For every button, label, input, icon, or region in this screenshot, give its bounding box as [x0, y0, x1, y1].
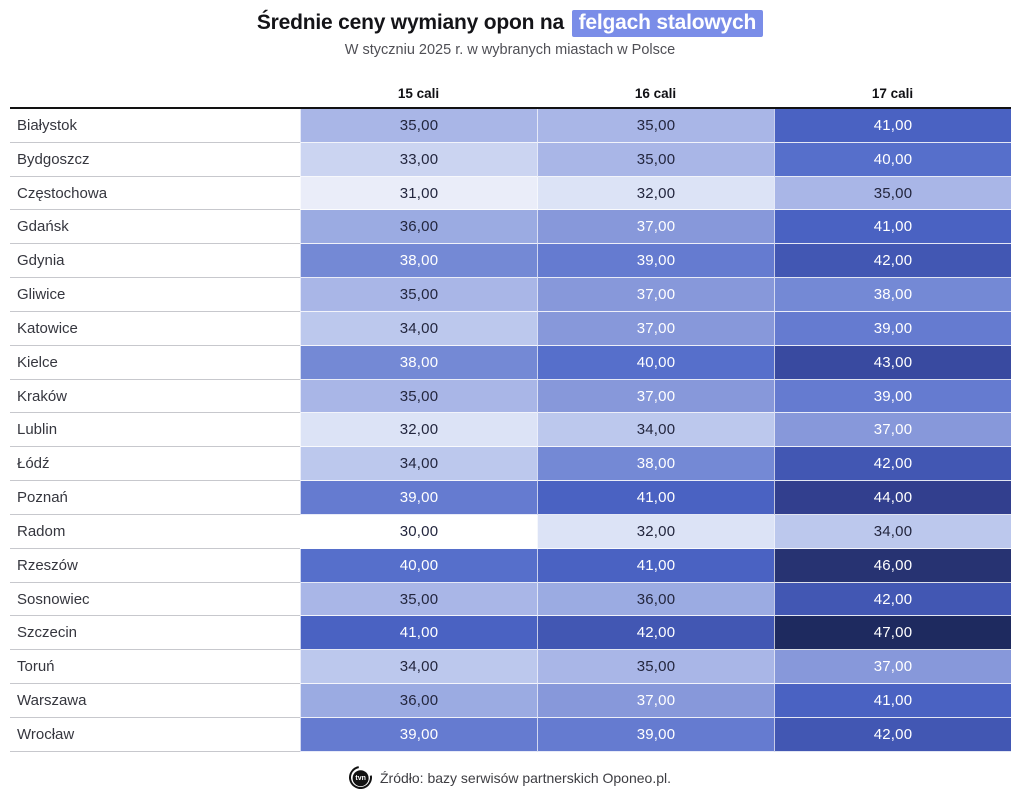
price-cell: 34,00	[300, 650, 537, 685]
city-label: Gdynia	[10, 244, 300, 279]
price-cell: 34,00	[774, 514, 1011, 549]
city-label: Kielce	[10, 345, 300, 380]
price-cell: 40,00	[537, 345, 774, 380]
price-cell: 39,00	[300, 481, 537, 515]
city-label: Białystok	[10, 109, 300, 143]
price-cell: 36,00	[300, 684, 537, 718]
price-cell: 34,00	[537, 413, 774, 448]
price-cell: 38,00	[300, 244, 537, 279]
price-cell: 42,00	[774, 582, 1011, 617]
price-cell: 39,00	[774, 311, 1011, 346]
price-cell: 35,00	[537, 109, 774, 143]
title-highlight: felgach stalowych	[571, 10, 764, 37]
price-cell: 35,00	[774, 176, 1011, 211]
city-label: Szczecin	[10, 616, 300, 651]
title-text: Średnie ceny wymiany opon na	[256, 11, 570, 34]
city-label: Warszawa	[10, 684, 300, 718]
tvn24-logo-icon: tvn	[344, 761, 377, 794]
price-cell: 37,00	[537, 278, 774, 312]
price-cell: 40,00	[300, 548, 537, 583]
price-cell: 32,00	[300, 413, 537, 448]
price-cell: 42,00	[774, 244, 1011, 279]
price-cell: 35,00	[300, 582, 537, 617]
price-cell: 32,00	[537, 176, 774, 211]
price-cell: 34,00	[300, 311, 537, 346]
price-cell: 41,00	[774, 210, 1011, 245]
price-cell: 37,00	[537, 684, 774, 718]
city-label: Radom	[10, 514, 300, 549]
city-label: Lublin	[10, 413, 300, 448]
price-cell: 37,00	[774, 650, 1011, 685]
price-cell: 37,00	[537, 311, 774, 346]
price-cell: 41,00	[537, 548, 774, 583]
city-label: Bydgoszcz	[10, 142, 300, 177]
subtitle: W styczniu 2025 r. w wybranych miastach …	[344, 42, 676, 58]
price-cell: 36,00	[537, 582, 774, 617]
city-label: Toruń	[10, 650, 300, 685]
tvn24-logo-text: tvn	[352, 769, 369, 786]
price-cell: 37,00	[537, 210, 774, 245]
city-label: Kraków	[10, 379, 300, 414]
price-cell: 38,00	[537, 447, 774, 482]
city-label: Wrocław	[10, 717, 300, 752]
price-cell: 35,00	[300, 278, 537, 312]
price-cell: 36,00	[300, 210, 537, 245]
column-header: 17 cali	[871, 85, 914, 101]
price-cell: 42,00	[537, 616, 774, 651]
column-header-row: 15 cali 16 cali 17 cali	[10, 80, 1011, 106]
price-cell: 39,00	[537, 717, 774, 752]
city-label: Gdańsk	[10, 210, 300, 245]
price-cell: 41,00	[774, 684, 1011, 718]
city-label: Rzeszów	[10, 548, 300, 583]
price-cell: 35,00	[300, 109, 537, 143]
price-cell: 35,00	[300, 379, 537, 414]
price-cell: 35,00	[537, 142, 774, 177]
table-top-rule	[10, 107, 1011, 109]
price-cell: 40,00	[774, 142, 1011, 177]
price-cell: 37,00	[537, 379, 774, 414]
price-cell: 44,00	[774, 481, 1011, 515]
price-cell: 30,00	[300, 514, 537, 549]
price-cell: 41,00	[537, 481, 774, 515]
price-cell: 38,00	[774, 278, 1011, 312]
price-cell: 33,00	[300, 142, 537, 177]
price-cell: 41,00	[774, 109, 1011, 143]
price-cell: 39,00	[537, 244, 774, 279]
price-cell: 39,00	[300, 717, 537, 752]
price-cell: 43,00	[774, 345, 1011, 380]
price-cell: 32,00	[537, 514, 774, 549]
price-cell: 39,00	[774, 379, 1011, 414]
price-cell: 47,00	[774, 616, 1011, 651]
city-label: Łódź	[10, 447, 300, 482]
price-cell: 41,00	[300, 616, 537, 651]
price-cell: 38,00	[300, 345, 537, 380]
source-footer: tvn Źródło: bazy serwisów partnerskich O…	[0, 761, 1020, 794]
page-title: Średnie ceny wymiany opon na felgach sta…	[0, 0, 1020, 37]
column-header: 16 cali	[634, 85, 677, 101]
city-label: Katowice	[10, 311, 300, 346]
city-label: Poznań	[10, 481, 300, 515]
price-cell: 42,00	[774, 717, 1011, 752]
price-cell: 37,00	[774, 413, 1011, 448]
price-table: 15 cali 16 cali 17 cali Białystok 35,00 35,0…	[10, 80, 1011, 752]
price-cell: 31,00	[300, 176, 537, 211]
source-text: Źródło: bazy serwisów partnerskich Opone…	[379, 769, 672, 786]
heatmap-grid: Białystok 35,00 35,00 41,00 Bydgoszcz 33,00 35…	[10, 109, 1011, 752]
city-label: Gliwice	[10, 278, 300, 312]
city-label: Sosnowiec	[10, 582, 300, 617]
price-cell: 35,00	[537, 650, 774, 685]
price-cell: 34,00	[300, 447, 537, 482]
price-cell: 46,00	[774, 548, 1011, 583]
column-header: 15 cali	[397, 85, 440, 101]
price-cell: 42,00	[774, 447, 1011, 482]
city-label: Częstochowa	[10, 176, 300, 211]
